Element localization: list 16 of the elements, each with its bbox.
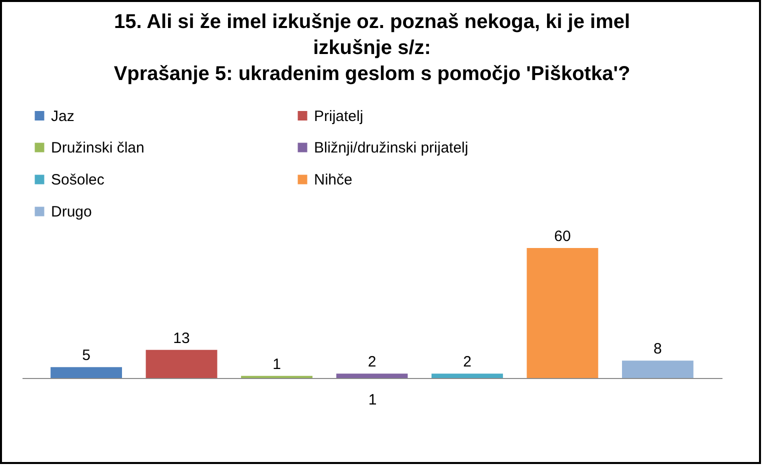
data-label: 8 (654, 340, 662, 358)
legend-label: Drugo (51, 204, 92, 220)
legend-label: Bližnji/družinski prijatelj (314, 140, 468, 156)
x-axis-title: 1 (368, 392, 377, 408)
legend-label: Nihče (314, 172, 352, 188)
data-label: 60 (554, 228, 571, 245)
data-label: 13 (173, 330, 190, 347)
legend-label: Jaz (51, 108, 74, 125)
data-label: 1 (272, 356, 281, 373)
data-label: 2 (463, 354, 472, 371)
legend-label: Prijatelj (314, 108, 364, 125)
legend-label: Sošolec (51, 172, 105, 188)
data-label: 5 (82, 347, 90, 364)
legend-label: Družinski član (51, 140, 144, 156)
data-label: 2 (368, 354, 376, 371)
chart-title: 15. Ali si že imel izkušnje oz. poznaš nekoga, ki je imel izkušnje s/z: Vprašanje 5: ukradenim geslom s pomočjo 'Piškotka'? (114, 11, 630, 85)
